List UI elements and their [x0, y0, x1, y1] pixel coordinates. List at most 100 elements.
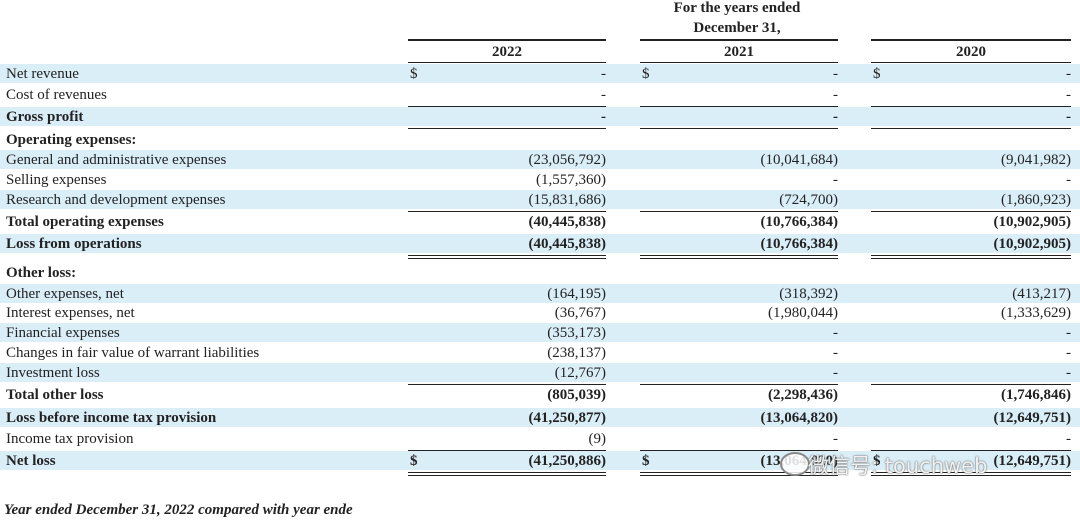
row-label: Total operating expenses [6, 214, 164, 230]
header-line1: For the years ended [673, 0, 801, 16]
row-shade [0, 284, 1080, 303]
currency-sign: $ [642, 66, 650, 82]
header-underline [871, 62, 1071, 63]
header-rule [640, 39, 838, 41]
cell-value: (10,766,384) [760, 236, 839, 252]
cell-value: - [601, 66, 606, 82]
cell-value: - [833, 66, 838, 82]
row-rule [871, 211, 1071, 212]
cell-value: (36,767) [554, 305, 606, 321]
cell-value: (40,445,838) [528, 236, 607, 252]
row-label: Net revenue [6, 66, 79, 82]
row-shade [0, 323, 1080, 342]
row-label: Financial expenses [6, 325, 120, 341]
cell-value: (10,902,905) [993, 214, 1072, 230]
cell-value: - [833, 109, 838, 125]
cell-value: (12,649,751) [993, 453, 1072, 469]
row-label: Selling expenses [6, 172, 107, 188]
row-shade [0, 363, 1080, 382]
cell-value: (1,333,629) [1001, 305, 1071, 321]
row-label: Gross profit [6, 109, 84, 125]
cell-value: - [833, 325, 838, 341]
year-header: 2020 [956, 44, 986, 60]
cell-value: - [1066, 66, 1071, 82]
row-shade [0, 107, 1080, 126]
cell-value: - [1066, 109, 1071, 125]
row-label: Research and development expenses [6, 192, 226, 208]
row-label: Interest expenses, net [6, 305, 135, 321]
cell-value: (12,767) [554, 365, 606, 381]
year-header: 2022 [492, 44, 522, 60]
row-rule [408, 106, 606, 107]
cell-value: (10,766,384) [760, 214, 839, 230]
row-label: Investment loss [6, 365, 100, 381]
row-label: General and administrative expenses [6, 152, 227, 168]
cell-value: (238,137) [547, 345, 606, 361]
row-rule [640, 384, 838, 385]
row-shade [0, 451, 1080, 470]
row-rule [640, 472, 838, 476]
watermark-icon [780, 452, 810, 476]
cell-value: - [601, 87, 606, 103]
row-label: Other loss: [6, 265, 77, 281]
row-rule [408, 472, 606, 476]
cell-value: - [1066, 325, 1071, 341]
currency-sign: $ [873, 66, 881, 82]
cell-value: (41,250,877) [528, 410, 607, 426]
row-rule [871, 255, 1071, 259]
row-label: Other expenses, net [6, 286, 124, 302]
currency-sign: $ [410, 66, 418, 82]
currency-sign: $ [873, 453, 881, 469]
row-rule [640, 255, 838, 259]
cell-value: (1,980,044) [768, 305, 838, 321]
row-rule [871, 106, 1071, 107]
watermark: 微信号: touchweb [808, 454, 988, 478]
header-rule [871, 39, 1071, 41]
cell-value: - [1066, 345, 1071, 361]
cell-value: (9,041,982) [1001, 152, 1071, 168]
cell-value: - [833, 87, 838, 103]
row-rule [640, 211, 838, 212]
year-header: 2021 [724, 44, 754, 60]
cell-value: (41,250,886) [528, 453, 607, 469]
cell-value: (353,173) [547, 325, 606, 341]
cell-value: (13,064,820) [760, 410, 839, 426]
cell-value: (10,041,684) [760, 152, 839, 168]
cell-value: - [833, 431, 838, 447]
footer-text: Year ended December 31, 2022 compared wi… [4, 502, 353, 518]
row-label: Income tax provision [6, 431, 134, 447]
row-rule [871, 472, 1071, 476]
header-rule [408, 39, 606, 41]
cell-value: (413,217) [1012, 286, 1071, 302]
cell-value: - [833, 172, 838, 188]
cell-value: - [1066, 365, 1071, 381]
row-rule [871, 128, 1071, 129]
row-rule [408, 384, 606, 385]
row-shade [0, 408, 1080, 427]
row-label: Loss before income tax provision [6, 410, 217, 426]
cell-value: - [1066, 172, 1071, 188]
cell-value: (1,746,846) [1001, 387, 1071, 403]
cell-value: (805,039) [547, 387, 606, 403]
row-shade [0, 150, 1080, 169]
row-label: Loss from operations [6, 236, 142, 252]
cell-value: (9) [588, 431, 607, 447]
row-label: Operating expenses: [6, 132, 137, 148]
cell-value: - [1066, 431, 1071, 447]
row-rule [871, 450, 1071, 451]
cell-value: (724,700) [779, 192, 838, 208]
header-line2: December 31, [693, 20, 781, 36]
row-rule [408, 128, 606, 129]
row-rule [640, 450, 838, 451]
row-shade [0, 190, 1080, 209]
row-rule [408, 255, 606, 259]
row-label: Net loss [6, 453, 56, 469]
cell-value: - [601, 109, 606, 125]
cell-value: - [1066, 87, 1071, 103]
row-rule [640, 128, 838, 129]
header-underline [408, 62, 606, 63]
row-rule [640, 106, 838, 107]
cell-value: (318,392) [779, 286, 838, 302]
cell-value: (23,056,792) [528, 152, 607, 168]
cell-value: (1,557,360) [536, 172, 606, 188]
